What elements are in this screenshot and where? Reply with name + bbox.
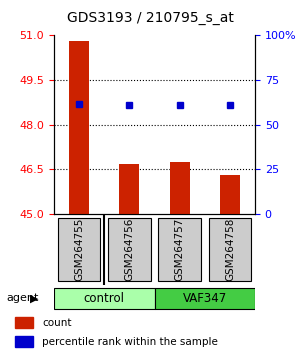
Text: GSM264758: GSM264758 (225, 218, 235, 281)
Bar (15, 317, 33, 328)
Bar (119, 164, 140, 214)
Text: GSM264757: GSM264757 (175, 218, 184, 281)
Bar (69, 41, 89, 214)
FancyBboxPatch shape (208, 218, 251, 281)
FancyBboxPatch shape (158, 218, 201, 281)
Text: VAF347: VAF347 (183, 292, 227, 305)
FancyBboxPatch shape (54, 287, 154, 309)
Text: control: control (84, 292, 125, 305)
Bar (169, 162, 190, 214)
FancyBboxPatch shape (58, 218, 100, 281)
Text: ▶: ▶ (30, 293, 38, 303)
FancyBboxPatch shape (108, 218, 151, 281)
Text: count: count (42, 318, 71, 327)
Text: agent: agent (6, 293, 38, 303)
FancyBboxPatch shape (154, 287, 255, 309)
Text: GDS3193 / 210795_s_at: GDS3193 / 210795_s_at (67, 11, 233, 25)
Bar (15, 336, 33, 347)
Text: percentile rank within the sample: percentile rank within the sample (42, 337, 218, 347)
Bar (220, 176, 240, 214)
Text: GSM264755: GSM264755 (74, 218, 84, 281)
Text: GSM264756: GSM264756 (124, 218, 134, 281)
